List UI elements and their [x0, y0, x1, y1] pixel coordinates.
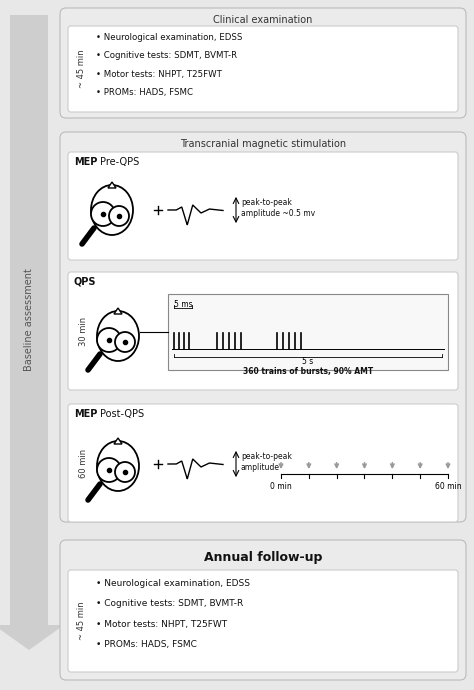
Text: Annual follow-up: Annual follow-up [204, 551, 322, 564]
Text: Clinical examination: Clinical examination [213, 15, 313, 25]
FancyBboxPatch shape [60, 8, 466, 118]
Text: 360 trains of bursts, 90% AMT: 360 trains of bursts, 90% AMT [243, 367, 373, 376]
Polygon shape [114, 308, 122, 314]
Polygon shape [108, 182, 116, 188]
Text: 0 min: 0 min [270, 482, 292, 491]
Text: ~ 45 min: ~ 45 min [78, 50, 86, 88]
Circle shape [115, 462, 135, 482]
Circle shape [97, 458, 121, 482]
Text: • Neurological examination, EDSS: • Neurological examination, EDSS [96, 34, 242, 43]
Text: QPS: QPS [74, 277, 97, 287]
Ellipse shape [97, 441, 139, 491]
Text: 30 min: 30 min [80, 317, 89, 346]
Text: MEP: MEP [74, 409, 97, 419]
Text: Pre-QPS: Pre-QPS [100, 157, 139, 167]
Bar [168, 294, 448, 370]
Circle shape [97, 328, 121, 352]
Text: 60 min: 60 min [80, 448, 89, 477]
Text: ~ 45 min: ~ 45 min [78, 602, 86, 640]
FancyBboxPatch shape [68, 272, 458, 390]
Text: • PROMs: HADS, FSMC: • PROMs: HADS, FSMC [96, 88, 193, 97]
Text: 60 min: 60 min [435, 482, 461, 491]
Polygon shape [114, 438, 122, 444]
Text: peak-to-peak
amplitude ~0.5 mv: peak-to-peak amplitude ~0.5 mv [241, 197, 315, 219]
FancyBboxPatch shape [68, 152, 458, 260]
Text: Transcranial magnetic stimulation: Transcranial magnetic stimulation [180, 139, 346, 149]
Text: Post-QPS: Post-QPS [100, 409, 144, 419]
Text: 5 ms: 5 ms [174, 300, 192, 309]
Circle shape [115, 332, 135, 352]
Text: • Motor tests: NHPT, T25FWT: • Motor tests: NHPT, T25FWT [96, 70, 222, 79]
Polygon shape [0, 15, 64, 650]
FancyBboxPatch shape [68, 26, 458, 112]
FancyBboxPatch shape [60, 540, 466, 680]
FancyBboxPatch shape [68, 404, 458, 522]
Circle shape [109, 206, 129, 226]
Text: 5 s: 5 s [302, 357, 314, 366]
Text: • PROMs: HADS, FSMC: • PROMs: HADS, FSMC [96, 640, 197, 649]
Text: MEP: MEP [74, 157, 97, 167]
Text: peak-to-peak
amplitude: peak-to-peak amplitude [241, 451, 292, 473]
Ellipse shape [97, 311, 139, 361]
Text: Baseline assessment: Baseline assessment [24, 268, 34, 371]
Text: • Cognitive tests: SDMT, BVMT-R: • Cognitive tests: SDMT, BVMT-R [96, 52, 237, 61]
Text: • Motor tests: NHPT, T25FWT: • Motor tests: NHPT, T25FWT [96, 620, 227, 629]
FancyBboxPatch shape [60, 132, 466, 522]
Text: • Neurological examination, EDSS: • Neurological examination, EDSS [96, 580, 250, 589]
FancyBboxPatch shape [68, 570, 458, 672]
Circle shape [91, 202, 115, 226]
Ellipse shape [91, 185, 133, 235]
Text: • Cognitive tests: SDMT, BVMT-R: • Cognitive tests: SDMT, BVMT-R [96, 600, 243, 609]
